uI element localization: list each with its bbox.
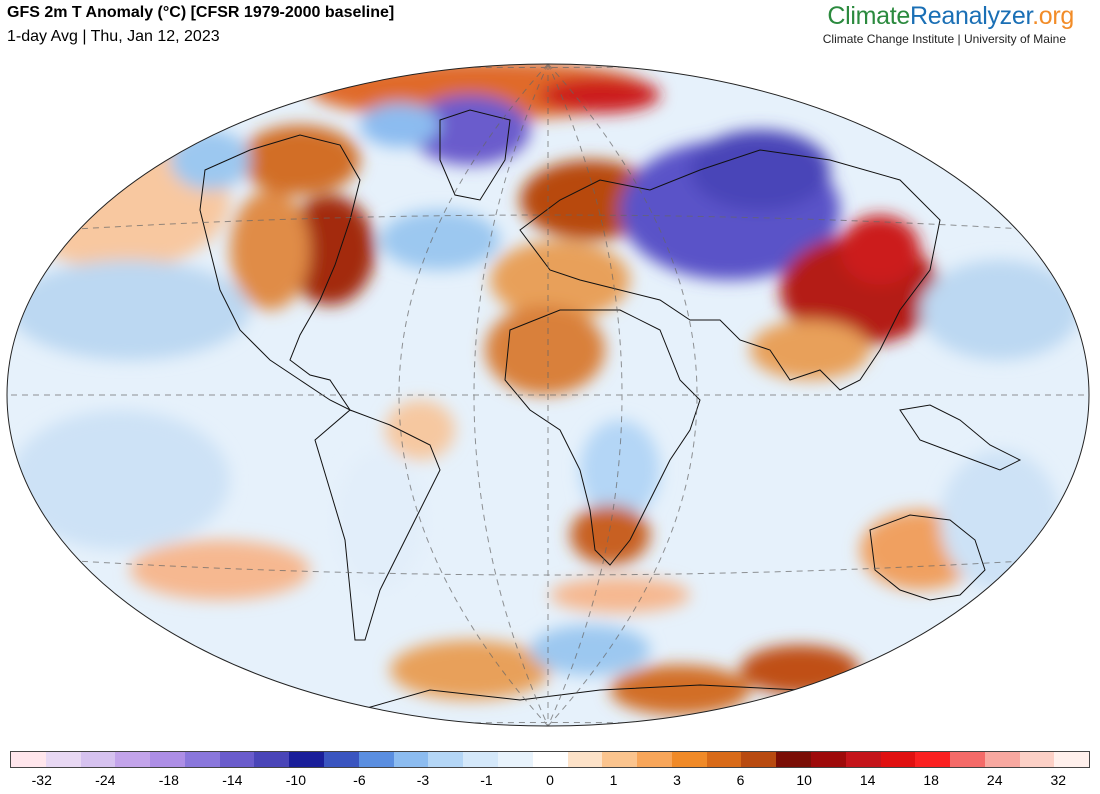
colorbar-tick-label: -10 xyxy=(285,772,306,788)
colorbar-segment xyxy=(1019,752,1055,767)
colorbar-segment xyxy=(1054,752,1090,767)
north-pacific-cool-patch xyxy=(10,260,250,360)
south-america-outline xyxy=(314,409,441,641)
colorbar-tick-label: 24 xyxy=(986,772,1003,788)
colorbar-segment xyxy=(324,752,359,767)
colorbar-tick-label: 6 xyxy=(736,772,745,788)
colorbar-segment xyxy=(219,752,255,767)
colorbar-segment xyxy=(741,752,777,767)
colorbar-segment xyxy=(184,752,220,767)
maritime-southeast-asia-outline xyxy=(899,404,1022,471)
colorbar-segment xyxy=(497,752,533,767)
colorbar-segment xyxy=(358,752,394,767)
arctic-hotspot xyxy=(540,77,660,113)
canadian-arctic-cool xyxy=(360,103,440,147)
colorbar-segment xyxy=(532,752,568,767)
brand-logo-part2: Reanalyzer xyxy=(910,2,1033,30)
colorbar-segment xyxy=(150,752,185,767)
graticule-parallel-30n xyxy=(59,214,1041,231)
colorbar-tick-label: -6 xyxy=(353,772,366,788)
graticule-parallel-30s xyxy=(59,559,1041,576)
eurasia-outline xyxy=(519,149,941,391)
colorbar-segment xyxy=(393,752,429,767)
eastern-us-warm xyxy=(285,195,375,305)
colorbar-segment xyxy=(915,752,951,767)
world-anomaly-map xyxy=(6,63,1090,727)
colorbar-tick-label: 1 xyxy=(609,772,618,788)
colorbar-segment xyxy=(880,752,916,767)
colorbar-tick-label: -14 xyxy=(222,772,243,788)
colorbar xyxy=(10,751,1090,768)
colorbar-segment xyxy=(11,752,46,767)
colorbar-segment xyxy=(706,752,742,767)
chart-subtitle: 1-day Avg | Thu, Jan 12, 2023 xyxy=(7,28,220,45)
antarctica-cool xyxy=(530,625,650,675)
east-antarctica-warm xyxy=(610,665,750,715)
colorbar-segment xyxy=(671,752,707,767)
colorbar-segment xyxy=(776,752,811,767)
colorbar-ticks: -32 -24 -18 -14 -10 -6 -3 -1 0 1 3 6 10 14 18 24 32 xyxy=(10,772,1090,790)
colorbar-segment xyxy=(289,752,325,767)
colorbar-tick-label: 32 xyxy=(1050,772,1067,788)
colorbar-segment xyxy=(428,752,464,767)
south-asia-warm xyxy=(750,320,870,380)
colorbar-segment xyxy=(602,752,638,767)
colorbar-segment xyxy=(984,752,1020,767)
central-us-warm xyxy=(230,190,310,310)
south-pacific-warm-band xyxy=(130,540,310,600)
mongolia-hotspot xyxy=(840,215,920,285)
colorbar-segment xyxy=(80,752,116,767)
colorbar-tick-label: 0 xyxy=(546,772,554,788)
colorbar-tick-label: 10 xyxy=(796,772,812,788)
south-pacific-cool-patch xyxy=(10,410,230,550)
graticule-meridian-w60 xyxy=(473,64,549,726)
colorbar-tick-label: 18 xyxy=(923,772,939,788)
antarctic-peninsula-warm xyxy=(390,640,550,700)
central-africa-cool xyxy=(580,420,660,520)
colorbar-tick-label: -24 xyxy=(95,772,116,788)
colorbar-segment xyxy=(567,752,603,767)
mediterranean-warm xyxy=(490,240,630,320)
colorbar-tick-label: -32 xyxy=(31,772,52,788)
colorbar-tick-label: 3 xyxy=(673,772,681,788)
graticule-meridian-e60 xyxy=(547,64,623,726)
brand-logo-part1: Climate xyxy=(827,2,911,30)
colorbar-segment xyxy=(637,752,672,767)
north-america-outline xyxy=(199,134,361,412)
colorbar-segment xyxy=(845,752,881,767)
colorbar-segment xyxy=(810,752,846,767)
colorbar-segment xyxy=(254,752,290,767)
africa-outline xyxy=(504,309,701,566)
colorbar-segment xyxy=(950,752,985,767)
north-africa-warm xyxy=(485,305,605,395)
southern-africa-warm xyxy=(570,505,650,565)
australia-outline xyxy=(869,514,986,601)
colorbar-tick-label: 14 xyxy=(859,772,876,788)
colorbar-segment xyxy=(45,752,81,767)
south-west-pacific-cool xyxy=(940,450,1060,590)
globe-border xyxy=(6,63,1090,727)
brand-affiliation: Climate Change Institute | University of… xyxy=(822,32,1066,46)
greenland-outline xyxy=(439,109,511,201)
colorbar-segment xyxy=(115,752,151,767)
siberia-cold xyxy=(690,130,830,210)
brand-logo-part3: .org xyxy=(1032,2,1074,30)
colorbar-tick-label: -3 xyxy=(416,772,430,788)
chart-title: GFS 2m T Anomaly (°C) [CFSR 1979-2000 ba… xyxy=(7,4,395,21)
north-west-pacific-cool xyxy=(920,260,1080,360)
southern-ocean-warm-band xyxy=(550,577,690,613)
brazil-warm xyxy=(385,400,455,460)
colorbar-tick-label: -1 xyxy=(480,772,493,788)
north-atlantic-cool xyxy=(380,210,500,270)
alaska-cool xyxy=(170,130,250,190)
colorbar-tick-label: -18 xyxy=(158,772,179,788)
graticule xyxy=(7,64,1089,726)
brand-logo[interactable]: ClimateReanalyzer.org xyxy=(827,2,1074,31)
new-zealand-outline xyxy=(954,609,1001,646)
colorbar-segment xyxy=(463,752,498,767)
south-america-mixed xyxy=(335,450,425,590)
